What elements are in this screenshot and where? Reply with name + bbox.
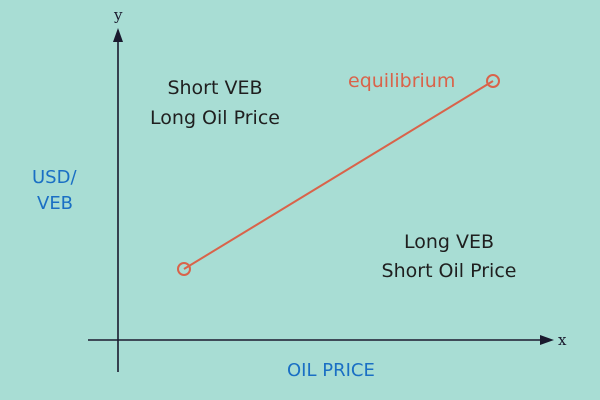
region-top-left-line-1: Short VEB (167, 77, 262, 99)
x-axis-arrow (540, 335, 554, 345)
y-axis-label-line-2: VEB (37, 193, 73, 214)
y-axis-letter: y (113, 6, 123, 24)
equilibrium-label: equilibrium (348, 70, 455, 92)
x-axis-label: OIL PRICE (287, 360, 375, 381)
y-axis-arrow (113, 28, 123, 42)
region-bottom-right-line-2: Short Oil Price (382, 260, 517, 282)
equilibrium-line (183, 80, 494, 270)
region-bottom-right-line-1: Long VEB (404, 231, 494, 253)
x-axis-letter: x (558, 331, 567, 349)
region-top-left-line-2: Long Oil Price (150, 107, 280, 129)
equilibrium-end-point (486, 74, 500, 88)
equilibrium-start-point (177, 262, 191, 276)
y-axis-label-line-1: USD/ (32, 167, 77, 188)
